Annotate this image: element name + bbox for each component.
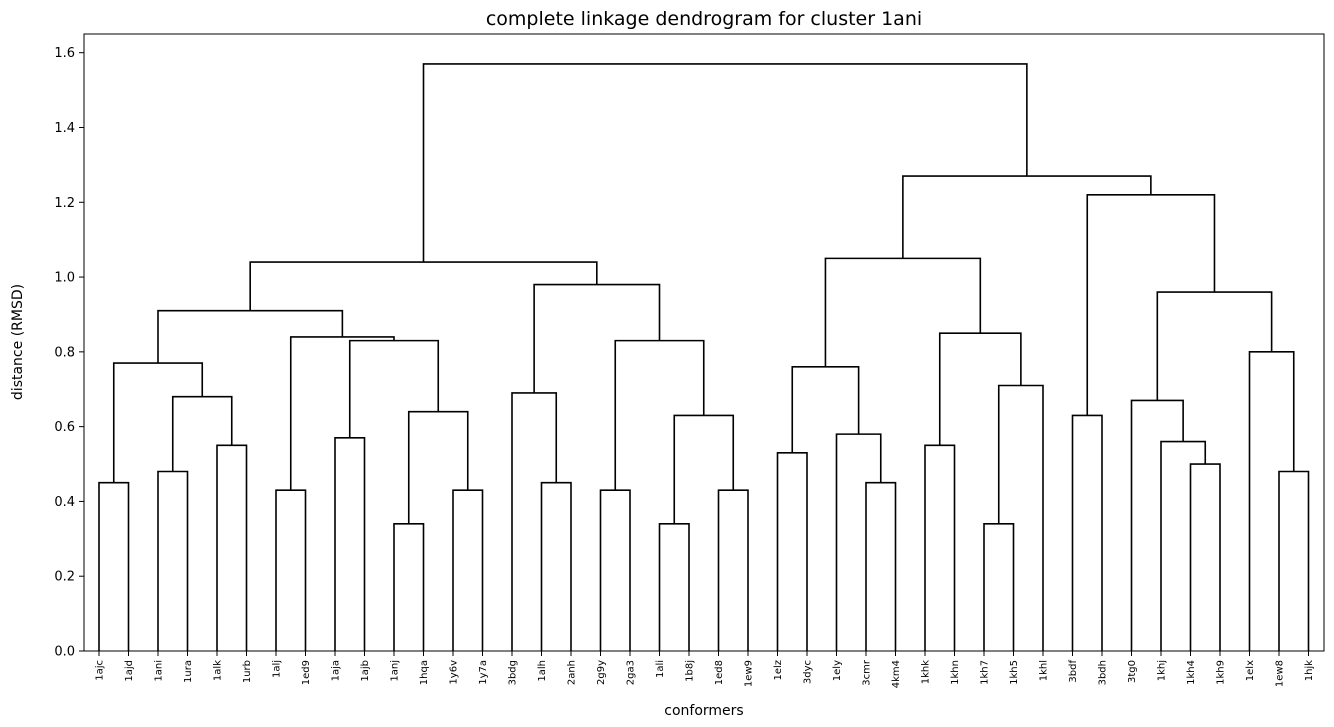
- link-33: [824, 257, 982, 367]
- link-3: [275, 489, 307, 651]
- leaf-label-1b8j: 1b8j: [685, 660, 696, 682]
- link-40: [422, 63, 1028, 263]
- y-axis-label: distance (RMSD): [10, 284, 26, 400]
- y-tick-label-5: 1.0: [54, 271, 75, 286]
- link-2: [216, 444, 248, 651]
- leaf-label-1kh9: 1kh9: [1216, 660, 1227, 685]
- leaf-label-2ga3: 2ga3: [626, 660, 637, 685]
- leaf-label-2anh: 2anh: [567, 660, 578, 685]
- leaf-label-1ed9: 1ed9: [301, 660, 312, 685]
- link-28: [249, 261, 598, 311]
- leaf-label-1ew9: 1ew9: [744, 660, 755, 687]
- leaf-label-1alk: 1alk: [213, 660, 224, 681]
- link-11: [776, 452, 808, 651]
- plot-frame: [83, 33, 1325, 652]
- link-5: [393, 523, 425, 651]
- leaf-label-1ajb: 1ajb: [360, 660, 371, 682]
- leaf-label-3tg0: 3tg0: [1127, 660, 1138, 683]
- leaf-label-1kh7: 1kh7: [980, 660, 991, 685]
- link-36: [1248, 351, 1295, 651]
- link-19: [112, 362, 204, 483]
- y-tick-label-6: 1.2: [54, 196, 75, 211]
- y-tick-label-8: 1.6: [54, 46, 75, 61]
- leaf-label-1y6v: 1y6v: [449, 660, 460, 685]
- leaf-label-3dyc: 3dyc: [803, 660, 814, 684]
- link-34: [1160, 440, 1207, 651]
- leaf-label-4km4: 4km4: [891, 660, 902, 688]
- link-16: [1189, 463, 1221, 651]
- link-6: [452, 489, 484, 651]
- leaf-label-3cmr: 3cmr: [862, 659, 873, 686]
- leaf-label-1hqa: 1hqa: [419, 660, 430, 685]
- leaf-label-1alj: 1alj: [272, 660, 283, 678]
- leaf-label-3bdh: 3bdh: [1098, 660, 1109, 685]
- chart-title: complete linkage dendrogram for cluster …: [486, 8, 922, 30]
- link-29: [835, 433, 882, 651]
- leaf-label-1hjk: 1hjk: [1304, 660, 1315, 681]
- leaf-label-2g9y: 2g9y: [596, 660, 607, 685]
- y-axis: 0.0 0.2 0.4 0.6 0.8 1.0 1.2 1.4 1.6: [54, 46, 84, 660]
- link-18: [171, 395, 233, 472]
- leaf-label-1aja: 1aja: [331, 660, 342, 681]
- leaf-label-3bdg: 3bdg: [508, 660, 519, 685]
- link-8: [599, 489, 631, 651]
- leaf-label-1alh: 1alh: [537, 660, 548, 682]
- leaf-label-1anj: 1anj: [390, 660, 401, 682]
- leaf-label-1ew8: 1ew8: [1275, 660, 1286, 687]
- link-31: [997, 384, 1044, 651]
- leaf-label-1ed8: 1ed8: [714, 660, 725, 685]
- link-21: [348, 339, 440, 438]
- link-30: [791, 366, 860, 453]
- y-tick-label-1: 0.2: [54, 570, 75, 585]
- link-32: [938, 332, 1022, 446]
- y-tick-label-3: 0.6: [54, 420, 75, 435]
- leaf-label-1y7a: 1y7a: [478, 660, 489, 685]
- link-17: [1278, 470, 1310, 651]
- link-37: [1156, 291, 1273, 401]
- link-15: [1071, 414, 1103, 651]
- link-10: [717, 489, 749, 651]
- x-axis: 1ajc 1ajd 1ani 1ura 1alk 1urb 1alj 1ed9 1aja 1ajb…: [95, 651, 1315, 688]
- link-25: [673, 414, 735, 524]
- leaf-label-3bdf: 3bdf: [1068, 660, 1079, 683]
- leaf-label-1khn: 1khn: [950, 660, 961, 685]
- y-tick-label-0: 0.0: [54, 645, 75, 660]
- link-14: [983, 523, 1015, 651]
- x-axis-label: conformers: [664, 703, 743, 719]
- leaf-label-1ura: 1ura: [183, 660, 194, 683]
- link-27: [533, 283, 661, 393]
- leaf-label-1elz: 1elz: [773, 660, 784, 681]
- leaf-label-1urb: 1urb: [242, 660, 253, 683]
- leaf-label-1khk: 1khk: [921, 660, 932, 684]
- link-39: [902, 175, 1152, 259]
- y-tick-label-7: 1.4: [54, 121, 75, 136]
- link-22: [289, 336, 395, 491]
- link-12: [865, 481, 897, 651]
- leaf-label-1ajd: 1ajd: [124, 660, 135, 682]
- link-4: [334, 437, 366, 651]
- link-1: [157, 470, 189, 651]
- leaf-label-1ajc: 1ajc: [95, 660, 106, 681]
- y-tick-label-4: 0.8: [54, 345, 75, 360]
- leaf-label-1ani: 1ani: [154, 660, 165, 682]
- leaf-label-1kh4: 1kh4: [1186, 660, 1197, 685]
- link-7: [540, 481, 572, 651]
- leaf-label-1khj: 1khj: [1157, 660, 1168, 681]
- leaf-label-1kh5: 1kh5: [1009, 660, 1020, 685]
- link-13: [924, 444, 956, 651]
- y-tick-label-2: 0.4: [54, 495, 75, 510]
- leaf-label-1ely: 1ely: [832, 660, 843, 681]
- leaf-label-1khl: 1khl: [1039, 660, 1050, 681]
- link-24: [511, 392, 558, 651]
- dendrogram-links: [98, 63, 1310, 651]
- link-0: [98, 481, 130, 651]
- leaf-label-1ali: 1ali: [655, 660, 666, 678]
- link-38: [1086, 193, 1216, 416]
- link-9: [658, 523, 690, 651]
- link-35: [1130, 399, 1184, 651]
- link-20: [407, 410, 469, 524]
- leaf-label-1elx: 1elx: [1245, 660, 1256, 681]
